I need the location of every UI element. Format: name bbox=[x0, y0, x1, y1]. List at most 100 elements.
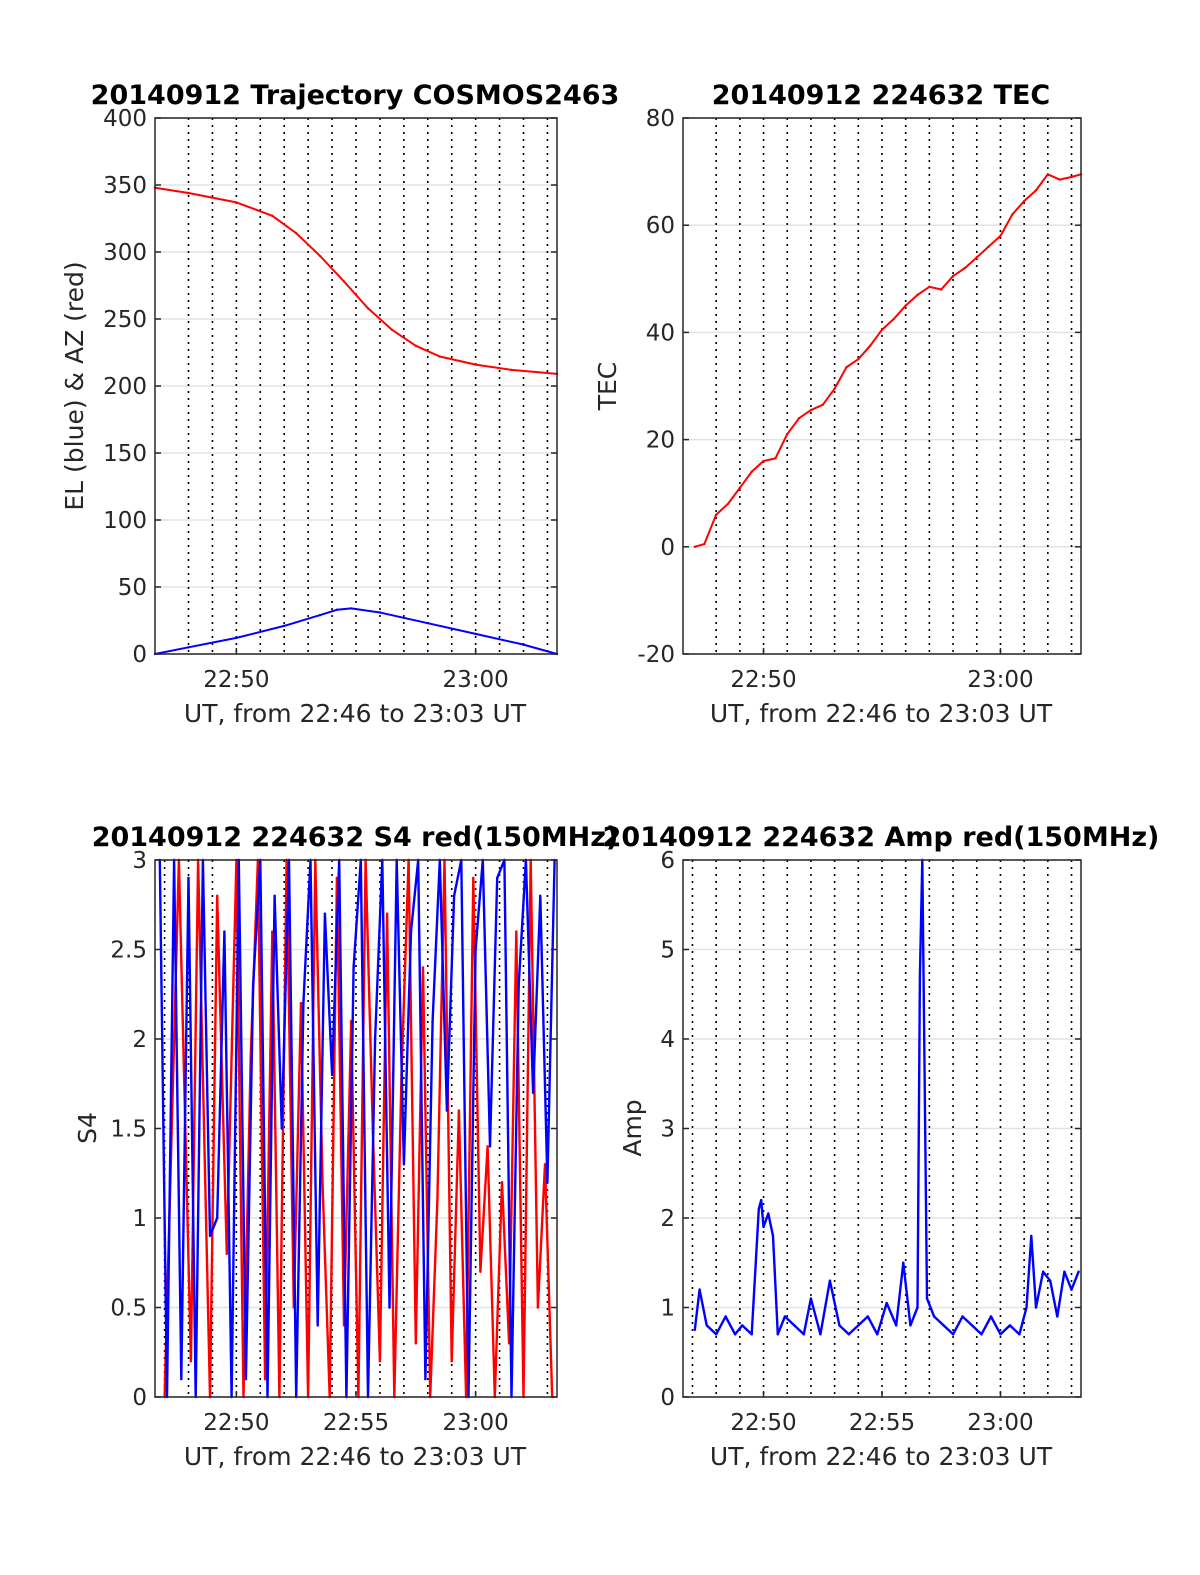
trajectory-az-point bbox=[187, 191, 190, 195]
trajectory-el-point bbox=[318, 613, 322, 617]
amp-amp-point bbox=[714, 1333, 718, 1336]
s4-s4_blue-point bbox=[531, 1091, 535, 1094]
trajectory-az-point bbox=[510, 368, 513, 372]
s4-s4_red-point bbox=[321, 1181, 324, 1184]
amp-amp-point bbox=[1025, 1306, 1028, 1309]
s4-s4_blue-point bbox=[216, 1216, 219, 1220]
s4-s4_blue-point bbox=[251, 984, 255, 987]
s4-s4_blue-point bbox=[424, 1377, 427, 1381]
tec-tec-point bbox=[916, 293, 919, 297]
trajectory-ytick-label: 100 bbox=[103, 508, 147, 534]
s4-s4_red-point bbox=[299, 1002, 303, 1005]
trajectory-panel: 20140912 Trajectory COSMOS2463 UT, from … bbox=[60, 80, 619, 728]
tec-axes-box bbox=[682, 117, 1082, 655]
amp-xlabel: UT, from 22:46 to 23:03 UT bbox=[710, 1442, 1053, 1471]
s4-s4_blue-point bbox=[452, 894, 456, 897]
trajectory-ytick-label: 350 bbox=[103, 173, 147, 199]
amp-amp-point bbox=[750, 1333, 753, 1336]
s4-s4_red-point bbox=[414, 1342, 418, 1345]
trajectory-ytick-label: 400 bbox=[103, 106, 147, 132]
tec-tec-point bbox=[762, 459, 765, 463]
s4-ytick-label: 1 bbox=[132, 1206, 147, 1232]
amp-amp-point bbox=[733, 1333, 737, 1336]
trajectory-az-point bbox=[318, 254, 322, 258]
s4-xlabel: UT, from 22:46 to 23:03 UT bbox=[184, 1442, 527, 1471]
s4-title: 20140912 224632 S4 red(150MHz) bbox=[92, 822, 619, 853]
tec-tec-point bbox=[857, 358, 860, 361]
amp-amp-point bbox=[693, 1328, 697, 1332]
s4-xtick-label: 22:50 bbox=[203, 1410, 269, 1436]
trajectory-ytick-label: 200 bbox=[103, 374, 147, 400]
s4-s4_red-point bbox=[436, 1198, 439, 1202]
trajectory-el-point bbox=[187, 646, 190, 649]
s4-s4_blue-point bbox=[373, 1037, 377, 1041]
tec-tec-point bbox=[940, 288, 943, 291]
s4-xtick-label: 22:55 bbox=[323, 1410, 389, 1436]
trajectory-ytick-label: 250 bbox=[103, 307, 147, 333]
amp-amp-point bbox=[698, 1288, 701, 1291]
amp-ytick-label: 0 bbox=[660, 1385, 675, 1411]
s4-s4_blue-point bbox=[495, 876, 499, 880]
tec-xtick-label: 22:50 bbox=[730, 667, 796, 693]
s4-s4_blue-point bbox=[223, 930, 226, 933]
trajectory-az-point bbox=[271, 214, 274, 218]
amp-amp-point bbox=[741, 1324, 744, 1327]
tec-tec-point bbox=[738, 486, 742, 490]
tec-tec-point bbox=[703, 542, 706, 546]
s4-s4_red-point bbox=[385, 912, 389, 915]
s4-ytick-label: 1.5 bbox=[110, 1117, 147, 1143]
s4-s4_red-point bbox=[271, 930, 274, 933]
s4-s4_blue-point bbox=[539, 894, 542, 897]
tec-tec-point bbox=[750, 470, 753, 473]
amp-xtick-label: 22:50 bbox=[730, 1410, 796, 1436]
trajectory-el-point bbox=[335, 608, 339, 611]
s4-s4_red-point bbox=[189, 1360, 193, 1363]
amp-amp-point bbox=[1049, 1279, 1052, 1282]
tec-xtick-label: 23:00 bbox=[967, 667, 1033, 693]
amp-amp-point bbox=[759, 1198, 763, 1202]
s4-s4_blue-point bbox=[409, 930, 413, 933]
amp-amp-point bbox=[809, 1297, 813, 1300]
tec-tec-point bbox=[821, 403, 824, 406]
amp-amp-point bbox=[819, 1333, 822, 1336]
amp-amp-point bbox=[1041, 1270, 1045, 1273]
s4-s4_red-point bbox=[457, 1109, 461, 1112]
trajectory-el-point bbox=[235, 636, 238, 640]
trajectory-el-point bbox=[283, 624, 286, 628]
amp-amp-point bbox=[1070, 1288, 1073, 1291]
tec-ytick-label: -20 bbox=[637, 642, 675, 668]
amp-xtick-label: 22:55 bbox=[849, 1410, 915, 1436]
amp-amp-point bbox=[724, 1315, 727, 1318]
amp-amp-point bbox=[793, 1324, 796, 1327]
trajectory-ytick-label: 0 bbox=[132, 642, 147, 668]
amp-amp-point bbox=[885, 1301, 888, 1305]
s4-s4_blue-point bbox=[180, 1377, 183, 1381]
s4-ytick-label: 0.5 bbox=[110, 1296, 147, 1322]
s4-s4_red-point bbox=[421, 966, 425, 969]
s4-s4_blue-point bbox=[330, 1073, 334, 1077]
s4-s4_blue-point bbox=[316, 1324, 319, 1327]
amp-amp-point bbox=[857, 1324, 860, 1327]
amp-amp-point bbox=[705, 1324, 708, 1327]
amp-amp-point bbox=[918, 975, 922, 978]
tec-tec-point bbox=[833, 387, 836, 390]
s4-s4_blue-point bbox=[208, 1234, 212, 1238]
s4-s4_blue-point bbox=[323, 912, 327, 915]
s4-s4_blue-point bbox=[280, 1127, 284, 1130]
s4-s4_blue-point bbox=[244, 1377, 248, 1381]
amp-amp-point bbox=[970, 1324, 974, 1327]
amp-ytick-label: 4 bbox=[660, 1027, 675, 1053]
s4-s4_red-point bbox=[500, 1181, 504, 1184]
trajectory-el-point bbox=[426, 621, 429, 625]
trajectory-az-point bbox=[390, 328, 394, 331]
tec-tec-point bbox=[868, 344, 872, 347]
s4-s4_blue-point bbox=[517, 984, 520, 987]
tec-tec-point bbox=[1058, 178, 1061, 181]
amp-ylabel: Amp bbox=[618, 1099, 647, 1156]
tec-series-tec bbox=[694, 173, 1082, 548]
amp-ytick-label: 1 bbox=[660, 1296, 675, 1322]
tec-tec-point bbox=[880, 328, 884, 331]
s4-s4_red-point bbox=[479, 1270, 482, 1273]
amp-amp-point bbox=[802, 1333, 806, 1336]
